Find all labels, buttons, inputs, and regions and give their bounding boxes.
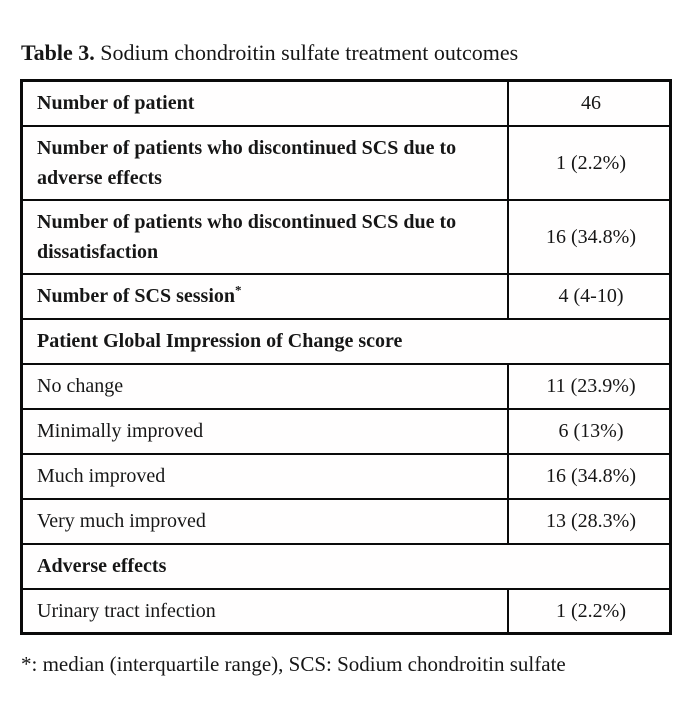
- table-row: Urinary tract infection 1 (2.2%): [20, 587, 672, 635]
- table-row: Number of patients who discontinued SCS …: [20, 198, 672, 275]
- row-label: Number of patients who discontinued SCS …: [20, 124, 509, 201]
- row-label: Number of patient: [20, 79, 509, 127]
- footnote: *: median (interquartile range), SCS: So…: [21, 652, 566, 676]
- row-label: Number of SCS session*: [20, 272, 509, 320]
- table-row: Number of SCS session* 4 (4-10): [20, 272, 672, 320]
- row-value: 4 (4-10): [507, 272, 672, 320]
- section-row: Adverse effects: [20, 542, 672, 590]
- section-label: Patient Global Impression of Change scor…: [20, 317, 672, 365]
- table-caption: Table 3. Sodium chondroitin sulfate trea…: [21, 40, 680, 66]
- table-body: Number of patient 46 Number of patients wh…: [20, 79, 672, 635]
- row-label: Much improved: [20, 452, 509, 500]
- row-label: Very much improved: [20, 497, 509, 545]
- row-label: Number of patients who discontinued SCS …: [20, 198, 509, 275]
- row-value: 11 (23.9%): [507, 362, 672, 410]
- section-row: Patient Global Impression of Change scor…: [20, 317, 672, 365]
- row-value: 1 (2.2%): [507, 587, 672, 635]
- table-row: Number of patients who discontinued SCS …: [20, 124, 672, 201]
- outcomes-table: Number of patient 46 Number of patients wh…: [20, 79, 672, 635]
- row-value: 13 (28.3%): [507, 497, 672, 545]
- table-caption-text: Sodium chondroitin sulfate treatment out…: [100, 40, 519, 65]
- table-row: No change 11 (23.9%): [20, 362, 672, 410]
- section-label: Adverse effects: [20, 542, 672, 590]
- asterisk-marker: *: [235, 282, 242, 298]
- table-row: Much improved 16 (34.8%): [20, 452, 672, 500]
- row-label: Minimally improved: [20, 407, 509, 455]
- row-value: 16 (34.8%): [507, 452, 672, 500]
- row-value: 16 (34.8%): [507, 198, 672, 275]
- row-label: Urinary tract infection: [20, 587, 509, 635]
- table-row: Very much improved 13 (28.3%): [20, 497, 672, 545]
- table-caption-number: Table 3.: [21, 40, 95, 65]
- row-label: No change: [20, 362, 509, 410]
- row-value: 6 (13%): [507, 407, 672, 455]
- table-row: Minimally improved 6 (13%): [20, 407, 672, 455]
- page: Table 3. Sodium chondroitin sulfate trea…: [20, 40, 680, 676]
- row-value: 1 (2.2%): [507, 124, 672, 201]
- row-value: 46: [507, 79, 672, 127]
- table-row: Number of patient 46: [20, 79, 672, 127]
